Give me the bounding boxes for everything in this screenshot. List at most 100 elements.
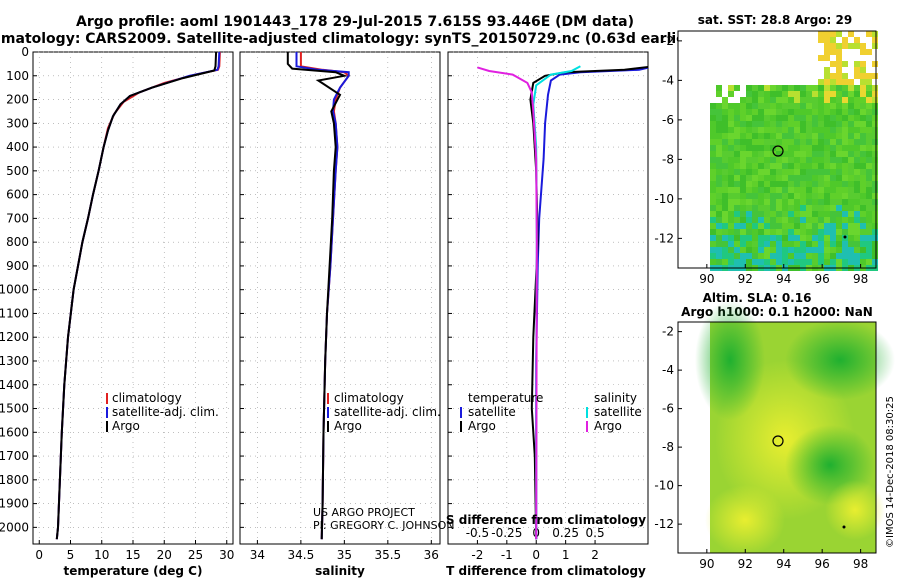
x-tick-label: 34.5 <box>288 548 315 562</box>
map-x-tick-label: 94 <box>776 557 791 571</box>
x-tick-label: 35 <box>337 548 352 562</box>
map-y-tick-label: -10 <box>654 479 674 493</box>
sst-argo-dot <box>843 235 847 239</box>
salinity-diff-tick-label: 0.5 <box>586 526 605 540</box>
map-y-tick-label: -4 <box>662 73 674 87</box>
series-line-s-satellite <box>532 65 581 540</box>
sst-map-axes: 90 92 94 96 98 -2 -4 -6 -8 -10 -12 <box>654 34 868 286</box>
map-x-tick-label: 90 <box>699 557 714 571</box>
x-tick-label: 15 <box>125 548 140 562</box>
legend-temperature-title: temperature <box>468 391 543 405</box>
y-tick-label: 700 <box>6 211 29 225</box>
series-line-satellite-adj-clim- <box>55 52 221 540</box>
sst-map-title: sat. SST: 28.8 Argo: 29 <box>698 13 852 27</box>
x-tick-label: 34 <box>250 548 265 562</box>
y-tick-label: 0 <box>21 45 29 59</box>
temperature-xlabel: temperature (deg C) <box>64 564 203 578</box>
x-tick-label: 25 <box>188 548 203 562</box>
y-tick-label: 800 <box>6 235 29 249</box>
title-line-2: Climatology: CARS2009. Satellite-adjuste… <box>0 31 699 47</box>
salinity-diff-tick-label: 0.25 <box>552 526 579 540</box>
map-y-tick-label: -6 <box>662 113 674 127</box>
sla-map-axes: 90 92 94 96 98 -2 -4 -6 -8 -10 -12 <box>654 325 868 571</box>
salinity-diff-tick-label: -0.5 <box>466 526 489 540</box>
legend-argo: Argo <box>112 419 140 433</box>
difference-legend: temperature satellite Argo salinity sate… <box>460 391 642 433</box>
series-line-climatology <box>55 52 221 540</box>
y-tick-label: 1800 <box>0 473 29 487</box>
sla-argo-marker <box>772 435 784 447</box>
x-tick-label: 36 <box>424 548 439 562</box>
map-y-tick-label: -10 <box>654 192 674 206</box>
map-x-tick-label: 94 <box>776 272 791 286</box>
y-tick-label: 300 <box>6 116 29 130</box>
x-tick-label: 0 <box>35 548 43 562</box>
legend-climatology: climatology <box>112 391 182 405</box>
map-y-tick-label: -8 <box>662 440 674 454</box>
salinity-plot: 34 34.5 35 35.5 36 <box>240 51 440 562</box>
x-tick-label: 5 <box>67 548 75 562</box>
y-tick-label: 100 <box>6 69 29 83</box>
map-y-tick-label: -2 <box>662 34 674 48</box>
series-line-s-argo <box>477 66 538 540</box>
y-tick-label: 1500 <box>0 402 29 416</box>
x-tick-label: 2 <box>591 548 599 562</box>
salinity-diff-tick-label: -0.25 <box>491 526 522 540</box>
legend-t-argo: Argo <box>468 419 496 433</box>
map-x-tick-label: 98 <box>853 272 868 286</box>
legend-satellite: satellite-adj. clim. <box>112 405 219 419</box>
difference-xlabel: T difference from climatology <box>446 564 646 578</box>
x-tick-label: 20 <box>157 548 172 562</box>
y-tick-label: 2000 <box>0 520 29 534</box>
legend-argo: Argo <box>334 419 362 433</box>
map-y-tick-label: -12 <box>654 517 674 531</box>
x-tick-label: -2 <box>471 548 483 562</box>
sst-map <box>677 30 878 271</box>
salinity-axes <box>239 51 441 545</box>
y-tick-label: 1400 <box>0 378 29 392</box>
map-x-tick-label: 92 <box>738 557 753 571</box>
x-tick-label: 10 <box>94 548 109 562</box>
legend-t-satellite: satellite <box>468 405 516 419</box>
x-tick-label: 0 <box>532 548 540 562</box>
credit-project: US ARGO PROJECT <box>313 506 415 519</box>
difference-axes <box>447 51 649 545</box>
credit-pi: PI: GREGORY C. JOHNSON <box>313 519 454 532</box>
map-y-tick-label: -8 <box>662 152 674 166</box>
series-line-climatology <box>299 52 351 540</box>
y-tick-label: 1200 <box>0 330 29 344</box>
y-tick-label: 1600 <box>0 425 29 439</box>
sla-argo-dot <box>842 525 846 529</box>
map-x-tick-label: 96 <box>815 272 830 286</box>
temperature-legend: climatology satellite-adj. clim. Argo <box>106 391 219 433</box>
y-tick-label: 900 <box>6 259 29 273</box>
difference-plot: -2 -1 0 1 2-0.5 -0.25 0 0.25 0.5 <box>448 51 648 562</box>
x-tick-label: 30 <box>219 548 234 562</box>
map-y-tick-label: -2 <box>662 325 674 339</box>
sla-map-title-1: Altim. SLA: 0.16 <box>703 291 812 305</box>
temperature-plot: 0100200300400500600700800900100011001200… <box>0 45 234 562</box>
legend-salinity-title: salinity <box>594 391 637 405</box>
y-tick-label: 200 <box>6 93 29 107</box>
series-line-argo <box>286 52 348 540</box>
x-tick-label: 1 <box>562 548 570 562</box>
series-line-t-argo <box>529 65 648 540</box>
x-tick-label: -1 <box>501 548 513 562</box>
y-tick-label: 1000 <box>0 283 29 297</box>
legend-s-satellite: satellite <box>594 405 642 419</box>
y-tick-label: 600 <box>6 188 29 202</box>
map-x-tick-label: 96 <box>815 557 830 571</box>
legend-satellite: satellite-adj. clim. <box>334 405 441 419</box>
credit-side: ©IMOS 14-Dec-2018 08:30:25 <box>885 396 896 548</box>
map-x-tick-label: 90 <box>699 272 714 286</box>
map-y-tick-label: -12 <box>654 231 674 245</box>
map-x-tick-label: 98 <box>853 557 868 571</box>
title-line-1: Argo profile: aoml 1901443_178 29-Jul-20… <box>76 14 634 30</box>
y-tick-label: 1700 <box>0 449 29 463</box>
y-tick-label: 1100 <box>0 306 29 320</box>
y-tick-label: 400 <box>6 140 29 154</box>
salinity-xlabel: salinity <box>315 564 365 578</box>
y-tick-label: 1900 <box>0 497 29 511</box>
map-y-tick-label: -4 <box>662 363 674 377</box>
